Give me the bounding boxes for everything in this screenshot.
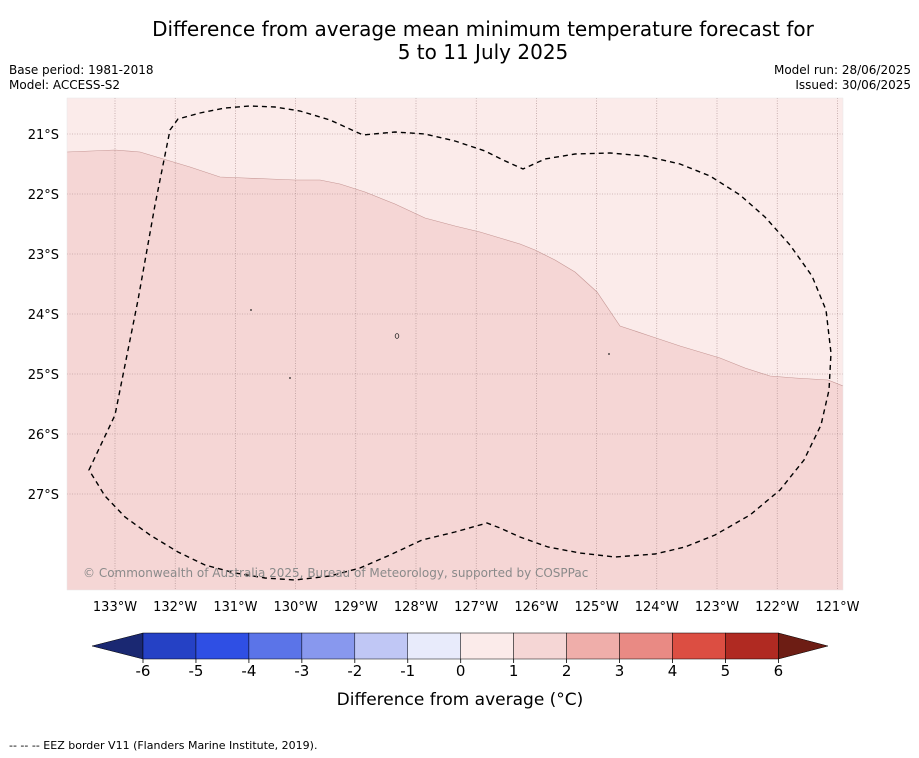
map-area: © Commonwealth of Australia 2025, Bureau… — [67, 98, 843, 590]
title-line-1: Difference from average mean minimum tem… — [152, 17, 814, 41]
copyright-notice: © Commonwealth of Australia 2025, Bureau… — [83, 566, 588, 580]
longitude-label: 130°W — [274, 600, 318, 615]
latitude-label: 21°S — [28, 128, 59, 143]
colorbar-segment — [301, 632, 356, 660]
anomaly-boundary — [67, 149, 843, 387]
latitude-label: 25°S — [28, 368, 59, 383]
colorbar-segment — [672, 632, 726, 660]
model-name: Model: ACCESS-S2 — [9, 78, 121, 92]
colorbar-segment — [195, 632, 250, 660]
colorbar-tick-label: 4 — [668, 662, 678, 680]
colorbar-tick-label: 6 — [774, 662, 784, 680]
longitude-label: 129°W — [334, 600, 378, 615]
latitude-labels: 21°S 22°S 23°S 24°S 25°S 26°S 27°S — [28, 128, 59, 503]
eez-legend-note: -- -- -- EEZ border V11 (Flanders Marine… — [9, 739, 318, 752]
colorbar-tick-label: -4 — [241, 662, 256, 680]
chart-title: Difference from average mean minimum tem… — [0, 18, 919, 64]
colorbar-tick-label: -1 — [400, 662, 415, 680]
colorbar-tick-label: 2 — [562, 662, 572, 680]
colorbar-tick-label: -5 — [188, 662, 203, 680]
island-markers — [250, 309, 610, 379]
colorbar-tick-label: -3 — [294, 662, 309, 680]
colorbar-tick-label: 0 — [456, 662, 466, 680]
latitude-label: 22°S — [28, 188, 59, 203]
colorbar-segment — [513, 632, 567, 660]
colorbar: -6 -5 -4 -3 -2 -1 0 1 2 3 4 5 6 — [91, 632, 829, 680]
graticule — [67, 98, 843, 590]
longitude-label: 123°W — [695, 600, 739, 615]
longitude-label: 131°W — [213, 600, 257, 615]
meta-left: Base period: 1981-2018 Model: ACCESS-S2 — [9, 63, 154, 93]
title-line-2: 5 to 11 July 2025 — [397, 40, 569, 64]
colorbar-segment — [407, 632, 461, 660]
longitude-label: 133°W — [93, 600, 137, 615]
longitude-label: 128°W — [394, 600, 438, 615]
meta-right: Model run: 28/06/2025 Issued: 30/06/2025 — [774, 63, 911, 93]
colorbar-tick-label: -6 — [136, 662, 151, 680]
colorbar-segment — [460, 632, 514, 660]
colorbar-segment — [142, 632, 197, 660]
latitude-label: 27°S — [28, 488, 59, 503]
colorbar-tick-label: -2 — [347, 662, 362, 680]
latitude-label: 24°S — [28, 308, 59, 323]
colorbar-segment — [619, 632, 673, 660]
longitude-label: 127°W — [454, 600, 498, 615]
colorbar-tick-label: 1 — [509, 662, 519, 680]
latitude-label: 23°S — [28, 248, 59, 263]
longitude-label: 122°W — [755, 600, 799, 615]
colorbar-tick-label: 5 — [721, 662, 731, 680]
eez-border — [88, 105, 832, 581]
longitude-label: 132°W — [153, 600, 197, 615]
longitude-label: 121°W — [815, 600, 859, 615]
latitude-label: 26°S — [28, 428, 59, 443]
base-period: Base period: 1981-2018 — [9, 63, 154, 77]
colorbar-tick-label: 3 — [615, 662, 625, 680]
colorbar-extend-high — [778, 632, 829, 660]
longitude-label: 125°W — [575, 600, 619, 615]
map-frame — [66, 97, 844, 591]
longitude-label: 126°W — [514, 600, 558, 615]
colorbar-segment — [354, 632, 408, 660]
colorbar-extend-low — [91, 632, 144, 660]
colorbar-segment — [725, 632, 779, 660]
colorbar-segment — [566, 632, 620, 660]
longitude-labels: 133°W 132°W 131°W 130°W 129°W 128°W 127°W 126°W… — [93, 600, 860, 615]
issued-date: Issued: 30/06/2025 — [795, 78, 911, 92]
longitude-label: 124°W — [635, 600, 679, 615]
model-run: Model run: 28/06/2025 — [773, 63, 911, 77]
colorbar-label: Difference from average (°C) — [337, 690, 584, 710]
anomaly-region-0-to-1 — [67, 98, 843, 386]
colorbar-segment — [248, 632, 303, 660]
